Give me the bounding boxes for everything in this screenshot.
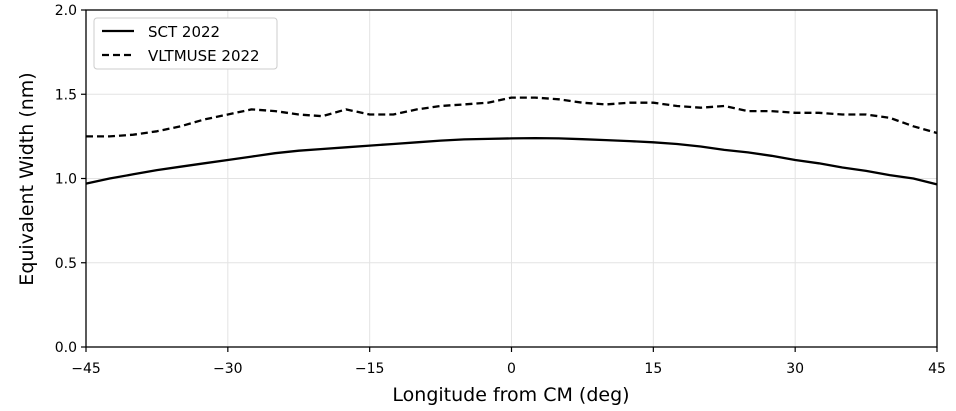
x-tick-label: 45	[928, 361, 946, 377]
y-tick-label: 1.5	[55, 87, 77, 103]
y-tick-label: 1.0	[55, 172, 77, 188]
y-tick-label: 0.0	[55, 340, 77, 356]
x-tick-label: −45	[71, 361, 101, 377]
legend: SCT 2022 VLTMUSE 2022	[93, 17, 278, 70]
x-axis-label: Longitude from CM (deg)	[392, 384, 629, 406]
x-tick-label: 15	[644, 361, 662, 377]
y-tick-label: 0.5	[55, 256, 77, 272]
series-line-vltmuse-2022	[86, 96, 938, 138]
series-line-sct-2022	[85, 136, 938, 186]
y-tick-label: 2.0	[55, 3, 77, 19]
series-lines	[85, 96, 938, 186]
legend-box	[93, 17, 278, 70]
x-tick-label: −30	[213, 361, 243, 377]
legend-label-vltmuse: VLTMUSE 2022	[148, 47, 260, 65]
axis-ticks: −45 −30 −15 0 15 30 45 0.0 0.5 1.0 1.5 2.0	[55, 3, 946, 377]
y-axis-label: Equivalent Width (nm)	[16, 72, 38, 285]
x-tick-label: −15	[355, 361, 385, 377]
legend-label-sct: SCT 2022	[148, 23, 220, 41]
x-tick-label: 30	[786, 361, 804, 377]
x-tick-label: 0	[507, 361, 516, 377]
